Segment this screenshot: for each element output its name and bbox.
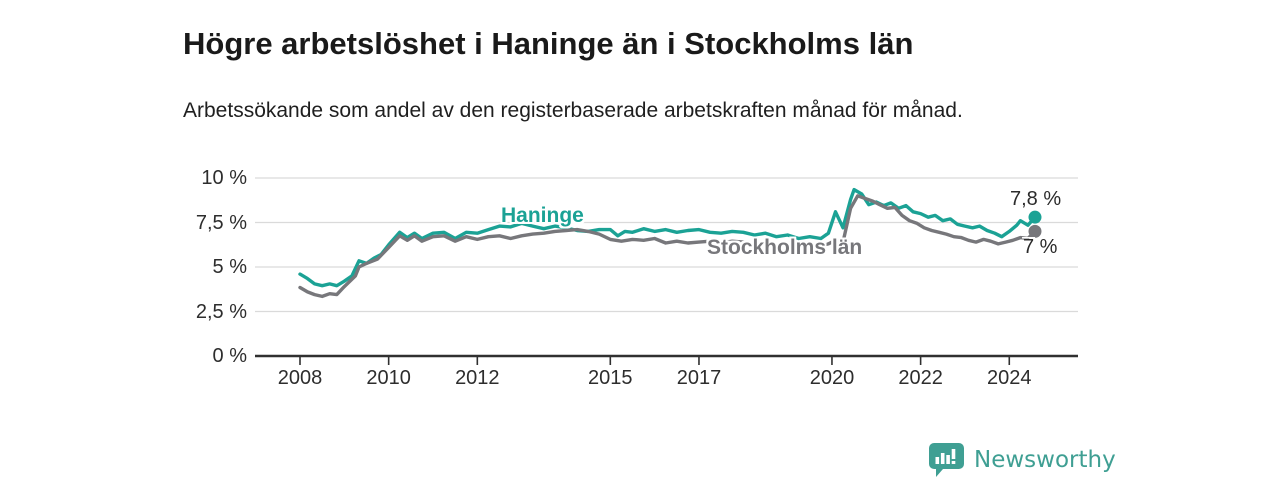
series-line-haninge bbox=[298, 187, 1037, 288]
newsworthy-logo-icon bbox=[929, 443, 964, 477]
x-tick-label: 2024 bbox=[987, 367, 1032, 389]
y-tick-label: 10 % bbox=[201, 167, 247, 189]
end-value-label-haninge: 7,8 % bbox=[1010, 188, 1062, 210]
series-label-haninge: Haninge bbox=[501, 204, 584, 227]
x-tick-label: 2010 bbox=[366, 367, 411, 389]
y-tick-label: 7,5 % bbox=[195, 211, 247, 234]
page-subtitle: Arbetssökande som andel av den registerb… bbox=[183, 99, 963, 122]
series-label-stockholm: Stockholms län bbox=[707, 236, 863, 259]
brand-name: Newsworthy bbox=[974, 447, 1116, 473]
end-dot-haninge bbox=[1028, 210, 1042, 224]
series-line-stockholm bbox=[298, 194, 1037, 299]
x-tick-label: 2012 bbox=[455, 367, 500, 389]
x-tick-label: 2008 bbox=[277, 367, 323, 389]
x-tick-label: 2015 bbox=[588, 367, 633, 389]
x-tick-label: 2020 bbox=[809, 367, 855, 389]
x-tick-label: 2022 bbox=[898, 367, 943, 389]
y-tick-label: 2,5 % bbox=[195, 300, 247, 323]
y-tick-label: 0 % bbox=[212, 345, 247, 367]
y-tick-label: 5 % bbox=[212, 256, 247, 278]
end-value-label-stockholm: 7 % bbox=[1023, 236, 1058, 258]
x-tick-label: 2017 bbox=[676, 367, 722, 389]
newsworthy-brand: Newsworthy bbox=[928, 442, 1116, 478]
page-title: Högre arbetslöshet i Haninge än i Stockh… bbox=[183, 25, 914, 61]
end-dot-stockholm bbox=[1028, 224, 1042, 238]
